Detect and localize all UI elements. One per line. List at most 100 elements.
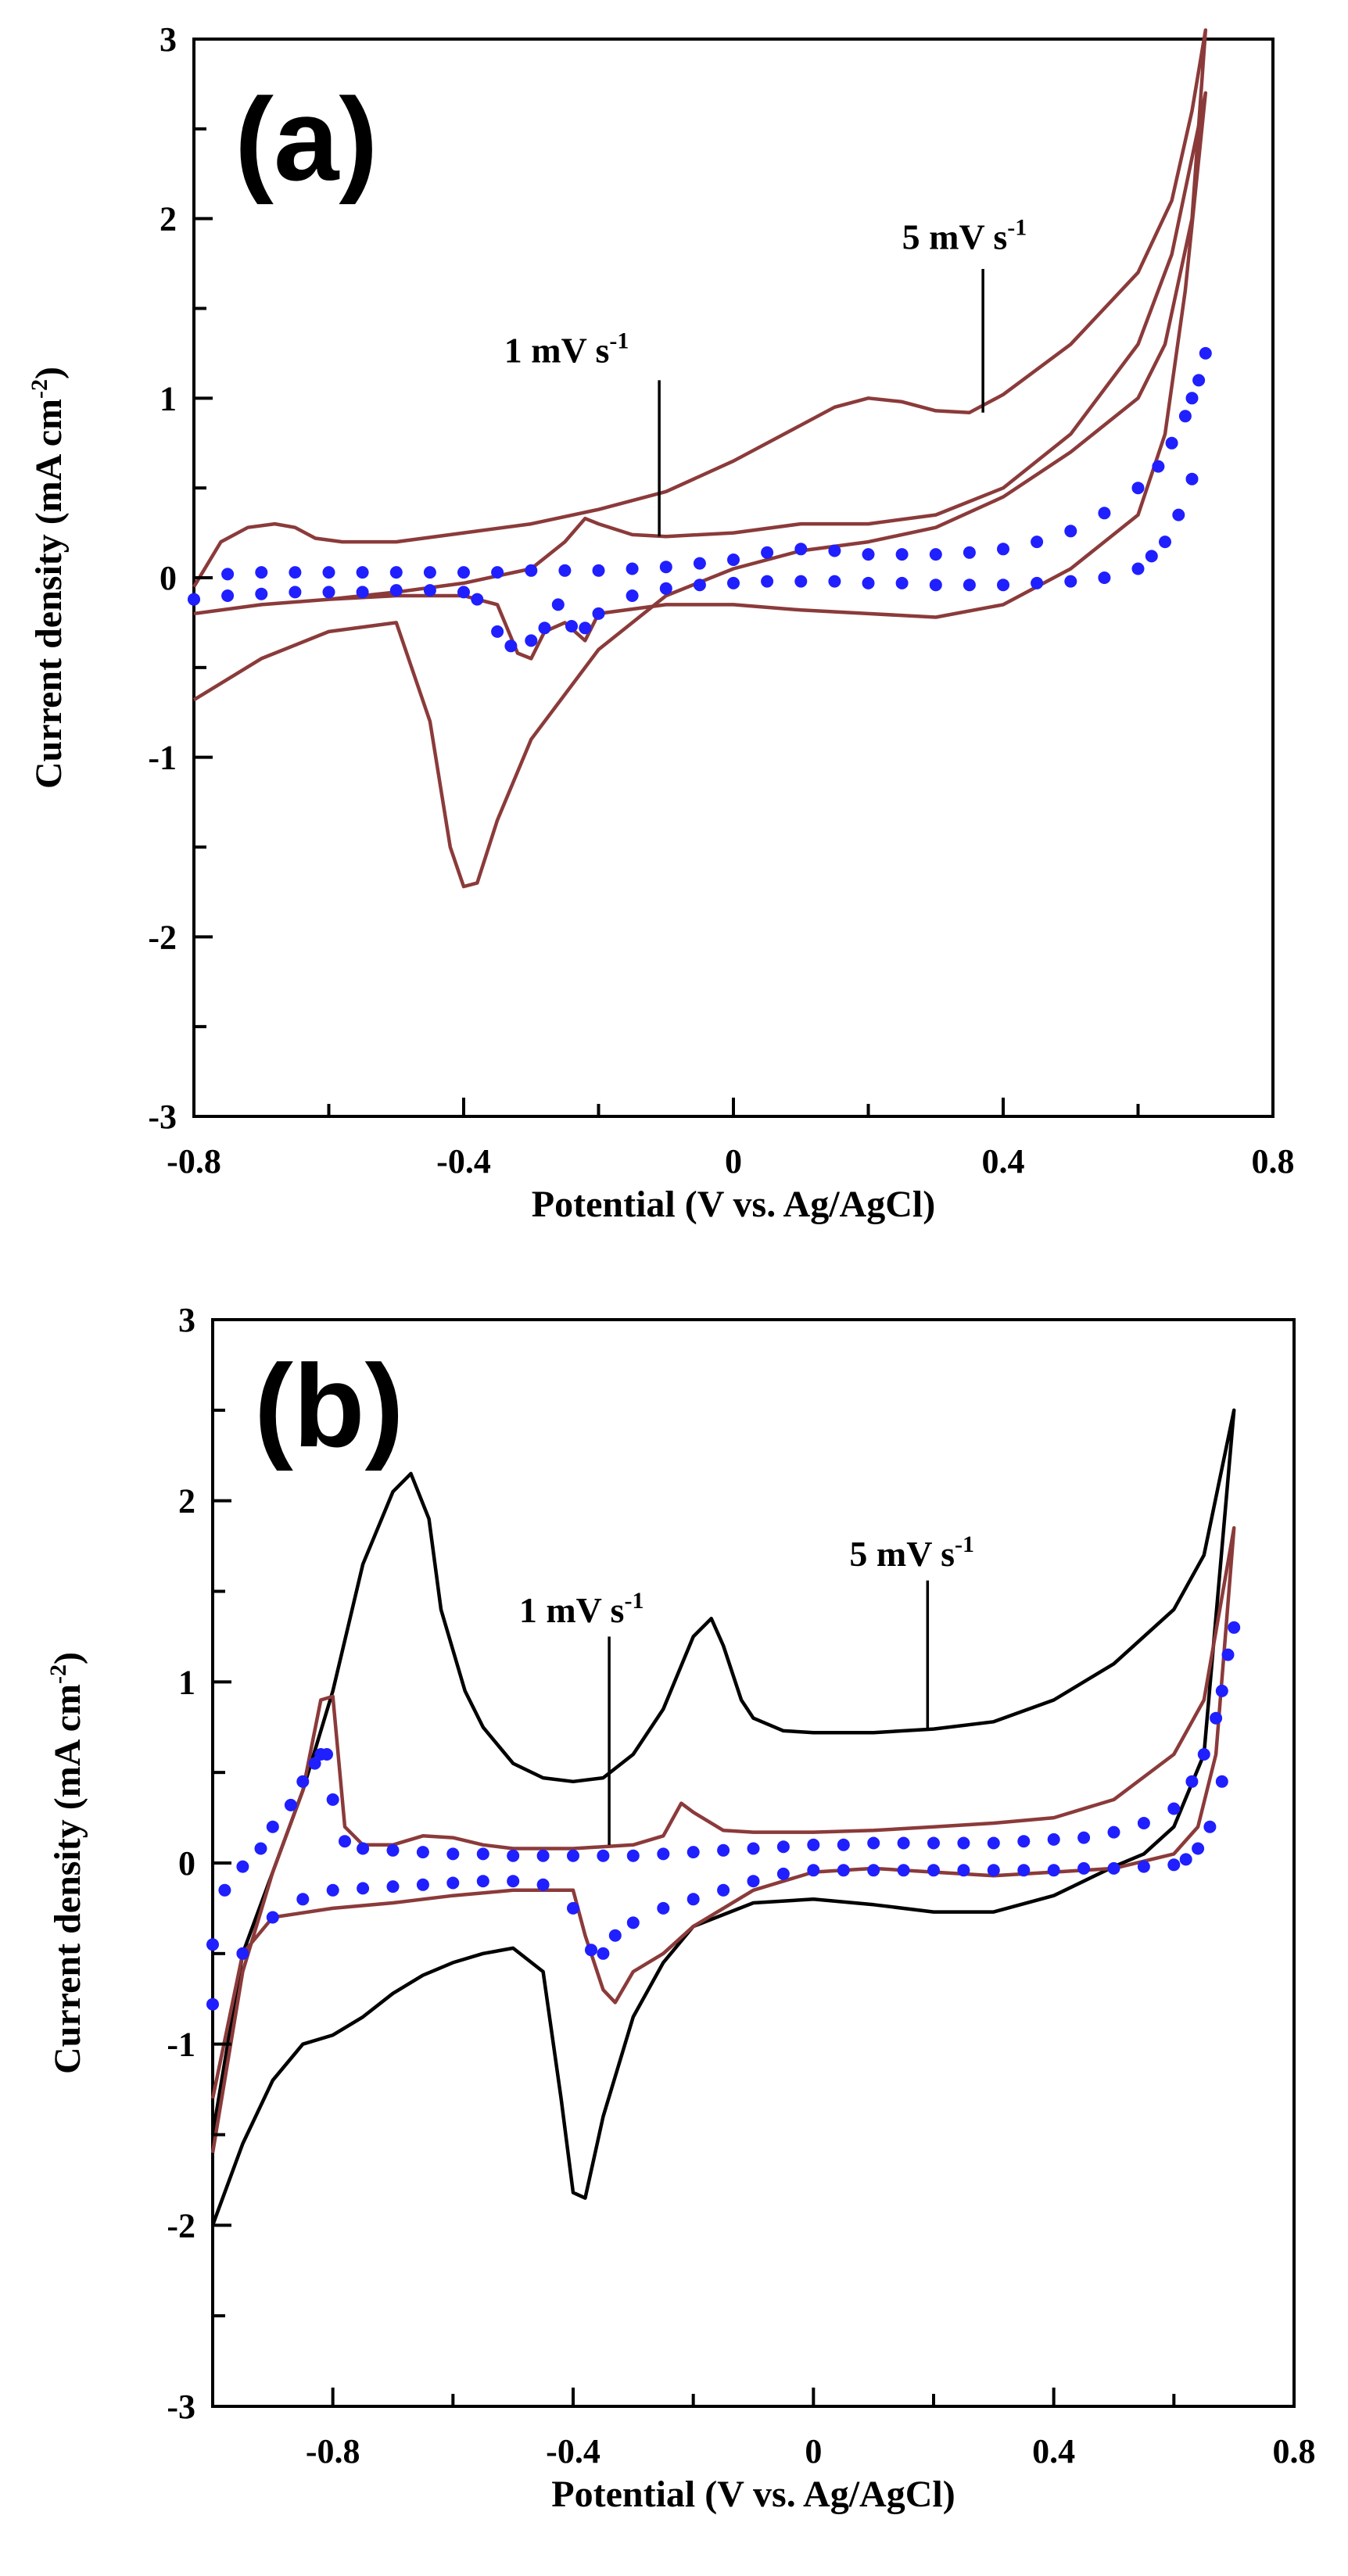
series-point bbox=[927, 1864, 940, 1877]
series-point bbox=[1047, 1864, 1060, 1877]
series-point bbox=[356, 586, 369, 599]
annotation-text: 1 mV s bbox=[504, 330, 610, 370]
series-point bbox=[1077, 1831, 1091, 1844]
series-point bbox=[761, 546, 774, 559]
annotation-label: 5 mV s-1 bbox=[902, 215, 1027, 257]
x-tick-label: 0.4 bbox=[1032, 2432, 1075, 2470]
series-point bbox=[386, 1880, 400, 1893]
y-axis-label-sup: -2 bbox=[27, 379, 52, 399]
x-tick-label: 0.4 bbox=[982, 1142, 1025, 1181]
series-line-0 bbox=[210, 1408, 1236, 2227]
series-point bbox=[1215, 1775, 1228, 1788]
y-axis-label-sup: -2 bbox=[45, 1664, 71, 1684]
series-point bbox=[1197, 1748, 1210, 1761]
y-tick-label: -1 bbox=[167, 2026, 195, 2064]
y-tick-label: -2 bbox=[167, 2206, 195, 2245]
series-point bbox=[567, 1901, 579, 1915]
series-point bbox=[567, 1849, 579, 1862]
x-tick-label: 0 bbox=[725, 1142, 742, 1181]
series-point bbox=[446, 1847, 460, 1861]
series-point bbox=[626, 589, 639, 602]
series-point bbox=[1172, 508, 1185, 521]
series-point bbox=[585, 1944, 597, 1957]
series-point bbox=[895, 576, 909, 589]
x-tick-label: -0.4 bbox=[436, 1142, 491, 1181]
series-point bbox=[471, 593, 484, 606]
series-point bbox=[266, 1820, 279, 1833]
series-point bbox=[597, 1849, 610, 1862]
series-point bbox=[416, 1878, 429, 1891]
y-axis-label-text: Current density (mA cm bbox=[47, 1684, 88, 2074]
series-point bbox=[717, 1883, 730, 1897]
y-axis-label-tail: ) bbox=[47, 1652, 88, 1664]
series-point bbox=[687, 1893, 700, 1906]
series-point bbox=[1131, 562, 1145, 575]
series-point bbox=[416, 1846, 429, 1859]
series-point bbox=[657, 1847, 670, 1861]
series-point bbox=[536, 1849, 550, 1862]
series-point bbox=[794, 575, 808, 588]
x-tick-label: 0 bbox=[805, 2432, 822, 2470]
series-point bbox=[957, 1864, 970, 1877]
series-point bbox=[837, 1838, 850, 1851]
series-point bbox=[1137, 1817, 1150, 1829]
series-point bbox=[558, 564, 572, 577]
series-point bbox=[1031, 576, 1044, 589]
series-point bbox=[457, 566, 470, 579]
y-tick-label: 0 bbox=[160, 559, 177, 597]
series-point bbox=[747, 1875, 760, 1888]
series-point bbox=[476, 1875, 489, 1888]
series-point bbox=[525, 564, 538, 577]
series-point bbox=[457, 586, 470, 599]
series-point bbox=[997, 579, 1009, 592]
series-point bbox=[296, 1775, 310, 1788]
series-point bbox=[255, 587, 268, 600]
series-point bbox=[1017, 1835, 1031, 1848]
annotation-text: 1 mV s bbox=[519, 1590, 625, 1630]
series-point bbox=[794, 543, 808, 556]
series-point bbox=[997, 543, 1009, 556]
series-point bbox=[504, 640, 518, 653]
y-tick-label: -1 bbox=[148, 739, 177, 777]
series-point bbox=[626, 562, 639, 575]
series-point bbox=[895, 548, 909, 561]
series-point bbox=[296, 1893, 310, 1906]
series-point bbox=[218, 1883, 231, 1897]
series-point bbox=[1210, 1711, 1223, 1725]
series-point bbox=[236, 1947, 249, 1960]
series-line-1 bbox=[210, 1526, 1236, 2154]
series-point bbox=[828, 544, 841, 557]
series-point bbox=[1098, 571, 1111, 584]
y-tick-label: 3 bbox=[178, 1301, 195, 1339]
series-point bbox=[927, 1836, 940, 1850]
series-point bbox=[867, 1836, 880, 1850]
x-axis-label: Potential (V vs. Ag/AgCl) bbox=[551, 2474, 955, 2515]
series-point bbox=[326, 1883, 339, 1897]
annotation-label: 5 mV s-1 bbox=[849, 1532, 974, 1574]
series-point bbox=[929, 548, 942, 561]
series-point bbox=[536, 1878, 550, 1891]
series-point bbox=[1064, 575, 1077, 588]
y-axis-label-text: Current density (mA cm bbox=[28, 399, 70, 789]
series-point bbox=[1221, 1648, 1235, 1661]
series-point bbox=[1131, 482, 1145, 495]
series-point bbox=[507, 1875, 520, 1888]
series-point bbox=[897, 1864, 910, 1877]
series-point bbox=[308, 1757, 321, 1770]
series-point bbox=[326, 1793, 339, 1806]
annotation-sup: -1 bbox=[609, 328, 629, 353]
series-point bbox=[659, 561, 672, 574]
series-point bbox=[423, 566, 436, 579]
series-point bbox=[357, 1882, 370, 1895]
series-point bbox=[963, 546, 976, 559]
series-point bbox=[289, 586, 302, 599]
series-point bbox=[693, 557, 706, 570]
series-point bbox=[321, 1748, 333, 1761]
series-point bbox=[206, 1938, 219, 1951]
series-point bbox=[1203, 1820, 1217, 1833]
series-point bbox=[862, 548, 875, 561]
annotation-sup: -1 bbox=[1007, 215, 1027, 241]
panel-a: -0.8 -0.4 0 0.4 0.8 -3 -2 -1 0 1 2 3 Potential (V vs… bbox=[27, 20, 1295, 1225]
series-line-1 bbox=[193, 91, 1208, 661]
